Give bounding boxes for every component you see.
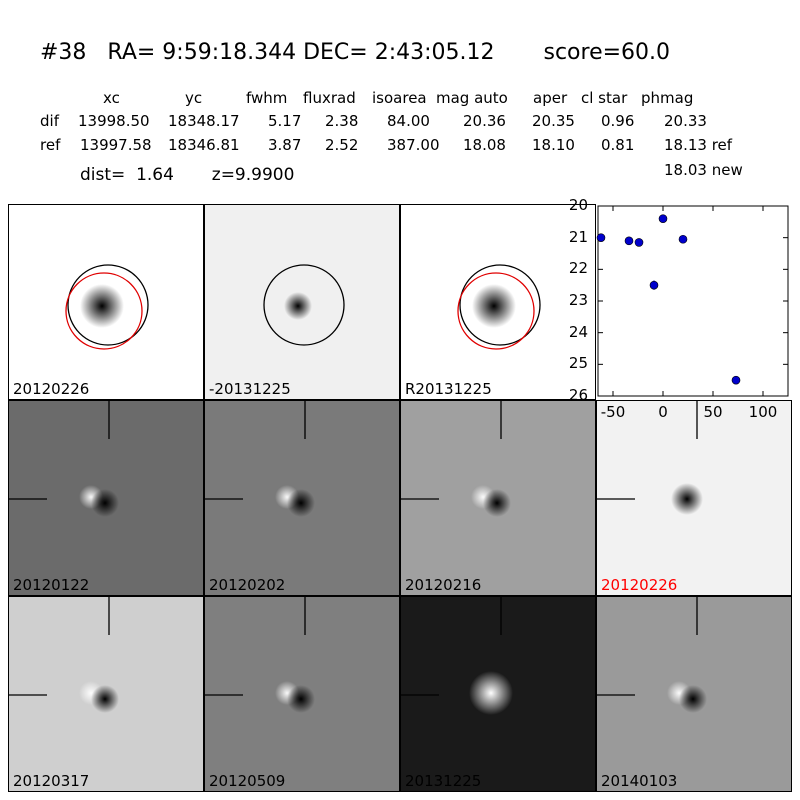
stamp-label: 20120226 bbox=[601, 576, 678, 594]
candidate-header: #38 RA= 9:59:18.344 DEC= 2:43:05.12 scor… bbox=[40, 40, 670, 65]
source-blob bbox=[671, 483, 703, 515]
image-stamp: 20120317 bbox=[8, 596, 204, 792]
dec-value: DEC= 2:43:05.12 bbox=[303, 40, 495, 65]
y-tick-label: 21 bbox=[568, 227, 588, 246]
dif-cell: dif bbox=[40, 112, 59, 130]
y-tick-label: 20 bbox=[568, 196, 588, 214]
candidate-id: #38 bbox=[40, 40, 87, 65]
data-point bbox=[649, 280, 659, 290]
ref-cell: 18.13 ref bbox=[664, 136, 733, 154]
source-blob bbox=[679, 685, 707, 713]
x-tick-label: 0 bbox=[658, 403, 668, 421]
table-column-header: fluxrad bbox=[303, 89, 356, 107]
image-stamp: 20120226 bbox=[596, 400, 792, 596]
source-blob bbox=[284, 292, 312, 320]
image-stamp: R20131225 bbox=[400, 204, 596, 400]
image-stamp: 20120122 bbox=[8, 400, 204, 596]
stamp-label: 20120509 bbox=[209, 772, 286, 790]
data-point bbox=[634, 238, 644, 247]
table-column-header: isoarea bbox=[372, 89, 427, 107]
data-point bbox=[596, 233, 606, 242]
source-blob bbox=[469, 671, 513, 715]
dif-cell: 20.36 bbox=[463, 112, 506, 130]
y-tick-label: 24 bbox=[568, 322, 588, 341]
dif-cell: 18348.17 bbox=[168, 112, 240, 130]
x-tick-label: -50 bbox=[600, 403, 626, 421]
image-stamp: 20131225 bbox=[400, 596, 596, 792]
new-mag: 18.03 new bbox=[664, 161, 743, 179]
ra-value: RA= 9:59:18.344 bbox=[107, 40, 297, 65]
ref-aperture-circle bbox=[457, 272, 535, 350]
image-stamp: 20120226 bbox=[8, 204, 204, 400]
image-stamp: 20120216 bbox=[400, 400, 596, 596]
source-blob bbox=[472, 284, 516, 328]
x-tick-label: 50 bbox=[703, 403, 723, 421]
stamp-label: 20120226 bbox=[13, 380, 90, 398]
source-blob bbox=[287, 489, 315, 517]
dif-cell: 13998.50 bbox=[78, 112, 150, 130]
ref-cell: ref bbox=[40, 136, 61, 154]
ref-cell: 18346.81 bbox=[168, 136, 240, 154]
stamp-label: -20131225 bbox=[209, 380, 291, 398]
source-blob bbox=[483, 489, 511, 517]
y-tick-label: 25 bbox=[568, 354, 588, 373]
table-column-header: fwhm bbox=[246, 89, 288, 107]
ref-cell: 18.10 bbox=[532, 136, 575, 154]
score-value: score=60.0 bbox=[543, 40, 671, 65]
plot-frame bbox=[597, 205, 789, 397]
dif-cell: 5.17 bbox=[268, 112, 302, 130]
ref-cell: 0.81 bbox=[601, 136, 635, 154]
image-stamp: 20120202 bbox=[204, 400, 400, 596]
ref-cell: 18.08 bbox=[463, 136, 506, 154]
ref-cell: 2.52 bbox=[325, 136, 359, 154]
table-column-header: yc bbox=[185, 89, 203, 107]
ref-aperture-circle bbox=[65, 272, 143, 350]
source-blob bbox=[91, 489, 119, 517]
ref-cell: 3.87 bbox=[268, 136, 302, 154]
x-tick-label: 100 bbox=[748, 403, 778, 421]
dif-cell: 0.96 bbox=[601, 112, 635, 130]
data-point bbox=[678, 234, 688, 244]
dif-cell: 20.35 bbox=[532, 112, 575, 130]
stamp-label: 20120216 bbox=[405, 576, 482, 594]
y-tick-label: 23 bbox=[568, 291, 588, 309]
stamp-label: 20120317 bbox=[13, 772, 90, 790]
light-curve-chart bbox=[596, 205, 789, 397]
ref-cell: 13997.58 bbox=[80, 136, 152, 154]
stamp-label: R20131225 bbox=[405, 380, 492, 398]
aperture-circle bbox=[67, 264, 149, 346]
table-column-header: cl star bbox=[581, 89, 628, 107]
y-tick-label: 26 bbox=[568, 386, 588, 404]
source-blob bbox=[287, 685, 315, 713]
data-point bbox=[658, 214, 668, 223]
source-blob bbox=[80, 284, 124, 328]
dif-cell: 20.33 bbox=[664, 112, 707, 130]
image-stamp: -20131225 bbox=[204, 204, 400, 400]
stamp-label: 20140103 bbox=[601, 772, 678, 790]
stamp-label: 20131225 bbox=[405, 772, 482, 790]
aperture-circle bbox=[263, 264, 345, 346]
dif-cell: 2.38 bbox=[325, 112, 359, 130]
image-stamp: 20140103 bbox=[596, 596, 792, 792]
table-column-header: aper bbox=[533, 89, 568, 107]
image-stamp: 20120509 bbox=[204, 596, 400, 792]
table-column-header: phmag bbox=[641, 89, 694, 107]
dist-z-line: dist= 1.64 z=9.9900 bbox=[80, 165, 295, 185]
aperture-circle bbox=[459, 264, 541, 346]
stamp-label: 20120202 bbox=[209, 576, 286, 594]
table-column-header: xc bbox=[103, 89, 120, 107]
data-point bbox=[731, 375, 741, 385]
table-column-header: mag auto bbox=[436, 89, 508, 107]
data-point bbox=[624, 236, 634, 246]
y-tick-label: 22 bbox=[568, 259, 588, 278]
ref-cell: 387.00 bbox=[387, 136, 440, 154]
dif-cell: 84.00 bbox=[387, 112, 430, 130]
stamp-label: 20120122 bbox=[13, 576, 90, 594]
source-blob bbox=[91, 685, 119, 713]
